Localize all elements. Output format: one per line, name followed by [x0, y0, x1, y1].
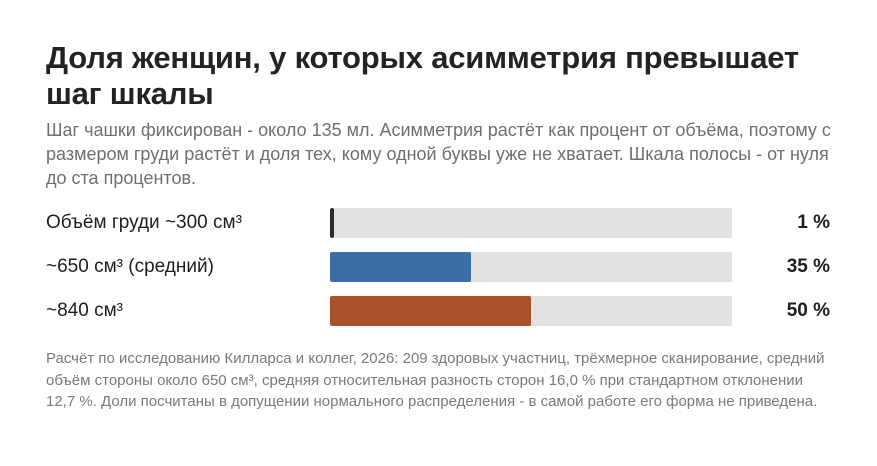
- bar: [330, 296, 531, 326]
- bar-track: [330, 296, 732, 326]
- bar-value-label: 1 %: [797, 212, 830, 233]
- bar-category-label: Объём груди ~300 см³: [46, 212, 242, 233]
- bar-track: [330, 208, 732, 238]
- bar-value-label: 35 %: [786, 256, 830, 277]
- bar-value-label: 50 %: [786, 300, 830, 321]
- bar-category-label: ~840 см³: [46, 300, 123, 321]
- source-note: Расчёт по исследованию Килларса и коллег…: [46, 350, 825, 410]
- bar-track: [330, 252, 732, 282]
- bar: [330, 252, 471, 282]
- bar: [330, 208, 335, 238]
- bar-category-label: ~650 см³ (средний): [46, 256, 214, 277]
- chart-subtitle: Шаг чашки фиксирован - около 135 мл. Аси…: [46, 120, 831, 188]
- chart-title: Доля женщин, у которых асимметрия превыш…: [46, 40, 799, 111]
